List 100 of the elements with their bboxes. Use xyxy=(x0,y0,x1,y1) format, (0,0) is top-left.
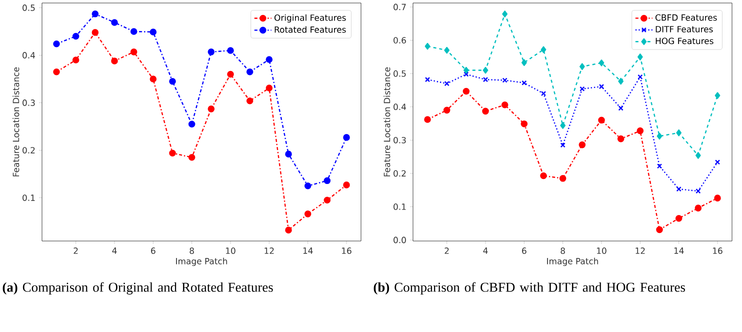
point xyxy=(324,196,331,204)
point xyxy=(130,28,138,35)
x-axis-title: Image Patch xyxy=(176,258,228,266)
y-tick-label: 0.5 xyxy=(394,70,406,77)
point xyxy=(482,108,489,115)
y-tick-label: 0.3 xyxy=(22,100,35,106)
x-tick-label: 12 xyxy=(264,248,274,254)
point xyxy=(560,142,566,148)
point xyxy=(208,48,215,56)
y-tick-label: 0.1 xyxy=(394,204,406,210)
point xyxy=(266,56,273,63)
point xyxy=(188,120,196,128)
legend-label: HOG Features xyxy=(656,38,714,44)
y-tick-label: 0.7 xyxy=(394,4,406,10)
y-tick-label: 0.1 xyxy=(22,194,35,201)
point xyxy=(598,84,604,90)
y-axis-title: Feature Location Distance xyxy=(384,67,390,176)
point xyxy=(443,106,450,114)
x-tick-label: 6 xyxy=(151,248,156,254)
x-tick-label: 8 xyxy=(190,248,194,254)
y-tick-label: 0.4 xyxy=(394,104,406,110)
legend-label: Rotated Features xyxy=(274,26,346,33)
point xyxy=(540,46,546,53)
point xyxy=(578,141,586,148)
point xyxy=(656,164,662,169)
point xyxy=(618,78,624,85)
y-tick-label: 0.6 xyxy=(394,37,406,44)
y-axis-title: Feature Location Distance xyxy=(12,67,20,176)
point xyxy=(618,106,624,111)
point xyxy=(304,182,312,190)
point xyxy=(636,127,644,134)
point xyxy=(482,66,488,74)
point xyxy=(676,186,682,192)
point xyxy=(462,88,470,95)
text: (a) Comparison of Original and Rotated Features xyxy=(2,282,273,295)
point xyxy=(463,66,469,74)
point xyxy=(285,226,292,234)
point xyxy=(714,92,720,99)
point xyxy=(285,150,292,158)
x-tick-label: 4 xyxy=(112,248,117,254)
point xyxy=(637,54,643,60)
point xyxy=(324,177,331,184)
point xyxy=(714,160,720,165)
point xyxy=(53,68,60,76)
point xyxy=(208,106,215,112)
point xyxy=(521,59,527,66)
x-tick-label: 10 xyxy=(597,248,606,254)
point xyxy=(501,101,508,108)
legend-label: CBFD Features xyxy=(656,14,717,21)
point xyxy=(540,172,547,180)
point xyxy=(92,10,99,18)
point xyxy=(227,47,234,54)
x-tick-label: 4 xyxy=(483,248,488,254)
point xyxy=(424,42,430,50)
point xyxy=(169,150,176,157)
x-tick-label: 12 xyxy=(636,248,645,254)
point xyxy=(598,60,604,66)
point xyxy=(444,80,450,86)
point xyxy=(482,76,488,82)
y-tick-label: 0.0 xyxy=(394,236,406,244)
point xyxy=(676,129,682,136)
point xyxy=(522,80,527,86)
x-tick-label: 10 xyxy=(226,248,236,254)
x-tick-label: 14 xyxy=(303,248,313,254)
point xyxy=(266,84,273,92)
point xyxy=(502,78,508,83)
y-tick-label: 0.2 xyxy=(22,147,35,154)
y-tick-label: 0.2 xyxy=(394,170,406,177)
point xyxy=(130,48,138,56)
x-tick-label: 14 xyxy=(674,248,684,254)
point xyxy=(188,154,196,161)
point xyxy=(617,135,624,142)
point xyxy=(580,86,585,92)
point xyxy=(227,70,234,78)
point xyxy=(246,68,254,76)
point xyxy=(696,188,701,194)
point xyxy=(695,152,701,159)
point xyxy=(540,90,546,96)
x-tick-label: 16 xyxy=(713,248,722,254)
point xyxy=(656,132,662,140)
point xyxy=(343,182,350,188)
point xyxy=(520,120,528,128)
y-tick-label: 0.3 xyxy=(394,136,406,144)
x-tick-label: 6 xyxy=(522,248,526,254)
point xyxy=(111,19,118,26)
point xyxy=(464,72,469,77)
y-tick-label: 0.5 xyxy=(22,4,35,11)
point xyxy=(424,76,430,82)
x-tick-label: 2 xyxy=(74,248,78,254)
point xyxy=(714,194,721,202)
legend-label: DITF Features xyxy=(656,26,713,32)
point xyxy=(579,63,585,70)
point xyxy=(111,58,118,64)
point xyxy=(424,116,431,123)
x-tick-label: 2 xyxy=(444,248,449,254)
y-tick-label: 0.4 xyxy=(22,52,35,58)
point xyxy=(92,29,99,36)
point xyxy=(343,134,350,141)
point xyxy=(598,116,605,124)
point xyxy=(656,226,663,234)
